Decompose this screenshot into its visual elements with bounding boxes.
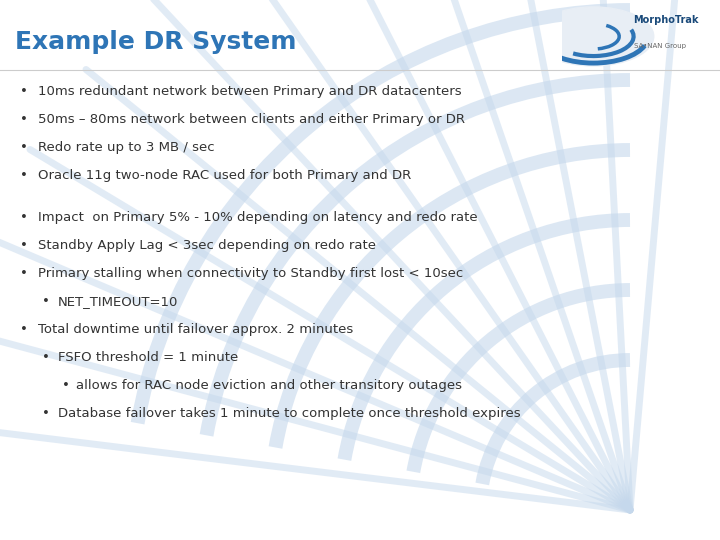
Text: •: •	[62, 379, 70, 392]
Text: 50ms – 80ms network between clients and either Primary or DR: 50ms – 80ms network between clients and …	[38, 113, 465, 126]
Text: Standby Apply Lag < 3sec depending on redo rate: Standby Apply Lag < 3sec depending on re…	[38, 239, 376, 252]
Text: •: •	[20, 141, 28, 154]
Text: allows for RAC node eviction and other transitory outages: allows for RAC node eviction and other t…	[76, 379, 462, 392]
Text: Total downtime until failover approx. 2 minutes: Total downtime until failover approx. 2 …	[38, 323, 354, 336]
Text: •: •	[20, 323, 28, 336]
Text: •: •	[20, 85, 28, 98]
Text: Database failover takes 1 minute to complete once threshold expires: Database failover takes 1 minute to comp…	[58, 407, 521, 420]
Text: •: •	[42, 351, 50, 364]
Text: SA•NAN Group: SA•NAN Group	[634, 43, 685, 49]
Text: •: •	[20, 113, 28, 126]
Text: •: •	[20, 239, 28, 252]
Text: Redo rate up to 3 MB / sec: Redo rate up to 3 MB / sec	[38, 141, 215, 154]
Text: Example DR System: Example DR System	[15, 30, 297, 54]
Text: MorphoTrak: MorphoTrak	[634, 15, 699, 25]
Text: Primary stalling when connectivity to Standby first lost < 10sec: Primary stalling when connectivity to St…	[38, 267, 463, 280]
Text: Impact  on Primary 5% - 10% depending on latency and redo rate: Impact on Primary 5% - 10% depending on …	[38, 211, 477, 224]
Text: 10ms redundant network between Primary and DR datacenters: 10ms redundant network between Primary a…	[38, 85, 462, 98]
Text: •: •	[42, 295, 50, 308]
Text: FSFO threshold = 1 minute: FSFO threshold = 1 minute	[58, 351, 238, 364]
Text: Oracle 11g two-node RAC used for both Primary and DR: Oracle 11g two-node RAC used for both Pr…	[38, 169, 411, 182]
Text: •: •	[20, 169, 28, 182]
Text: •: •	[42, 407, 50, 420]
Text: •: •	[20, 211, 28, 224]
Text: •: •	[20, 267, 28, 280]
Text: NET_TIMEOUT=10: NET_TIMEOUT=10	[58, 295, 179, 308]
Circle shape	[533, 7, 654, 66]
